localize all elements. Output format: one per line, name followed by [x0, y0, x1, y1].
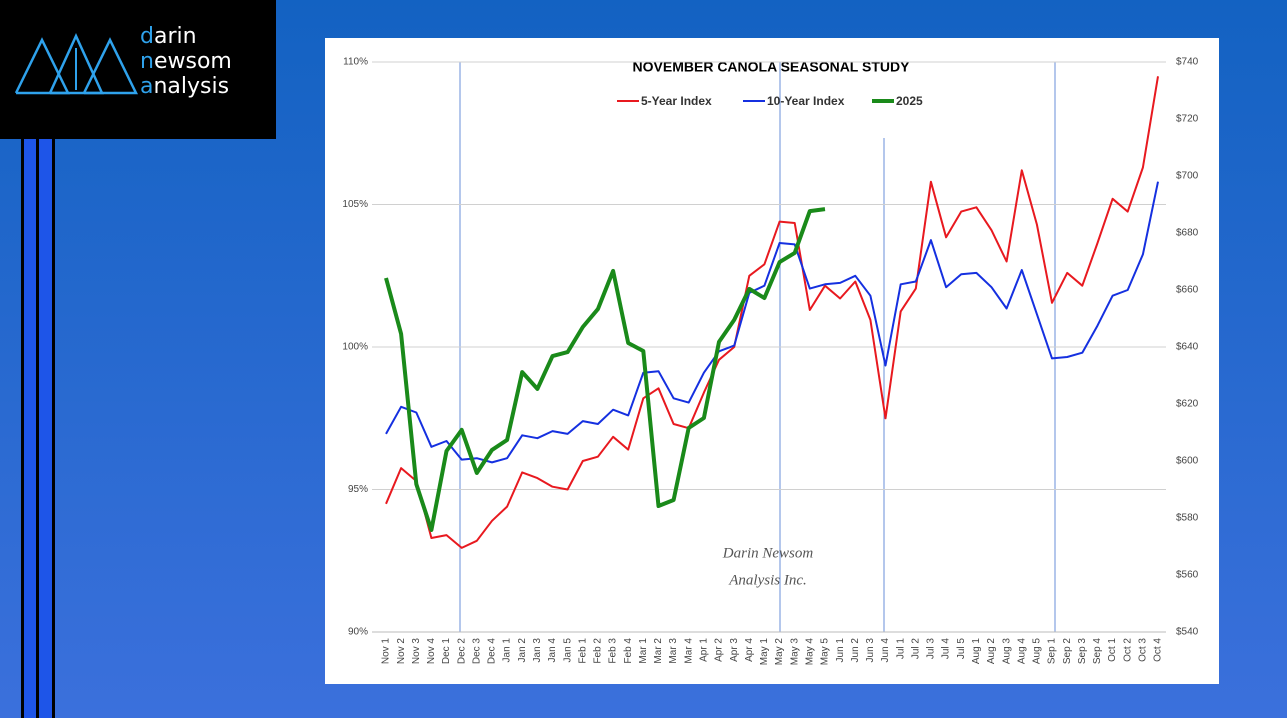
x-tick-label: Aug 2	[986, 638, 997, 665]
x-tick-label: Mar 4	[683, 638, 694, 664]
strip	[39, 139, 52, 718]
series-line	[384, 207, 826, 532]
x-tick-label: Jan 4	[547, 638, 558, 663]
x-tick-label: Jan 2	[517, 638, 528, 663]
x-tick-label: Jun 1	[835, 638, 846, 663]
y2-tick-label: $740	[1176, 57, 1199, 68]
x-tick-label: Jan 3	[532, 638, 543, 663]
x-tick-label: May 3	[789, 638, 800, 666]
x-tick-label: Aug 5	[1032, 638, 1043, 665]
x-tick-label: Jan 5	[562, 638, 573, 663]
chart-panel	[325, 38, 1219, 684]
x-tick-label: Mar 2	[653, 638, 664, 664]
chart-title: NOVEMBER CANOLA SEASONAL STUDY	[633, 59, 911, 75]
x-tick-label: Dec 2	[456, 638, 467, 665]
logo: darin newsom analysis	[0, 0, 276, 139]
strip	[24, 139, 36, 718]
x-tick-label: Sep 3	[1077, 638, 1088, 665]
x-tick-label: Jun 3	[865, 638, 876, 663]
y2-tick-label: $600	[1176, 456, 1199, 467]
x-tick-label: Sep 4	[1092, 638, 1103, 665]
legend-label: 2025	[896, 94, 923, 108]
x-tick-label: May 1	[759, 638, 770, 666]
x-tick-label: Apr 1	[699, 638, 710, 662]
x-tick-label: May 5	[820, 638, 831, 666]
y2-tick-label: $640	[1176, 342, 1199, 353]
strip	[52, 139, 55, 718]
logo-word: analysis	[140, 74, 230, 99]
y2-tick-label: $620	[1176, 399, 1199, 410]
watermark: Darin Newsom	[722, 545, 814, 561]
y-tick-label: 90%	[348, 627, 368, 638]
legend-label: 10-Year Index	[767, 94, 845, 108]
x-tick-label: Oct 2	[1122, 638, 1133, 662]
x-tick-label: Jul 3	[926, 638, 937, 660]
y-tick-label: 110%	[343, 57, 368, 68]
y-tick-label: 95%	[348, 484, 368, 495]
y2-tick-label: $680	[1176, 228, 1199, 239]
series-line	[385, 181, 1159, 464]
x-tick-label: May 4	[804, 638, 815, 666]
strip	[36, 139, 39, 718]
x-tick-label: Nov 1	[381, 638, 392, 665]
y2-tick-label: $720	[1176, 114, 1199, 125]
y2-tick-label: $560	[1176, 570, 1199, 581]
strip	[21, 139, 24, 718]
x-tick-label: Oct 3	[1138, 638, 1149, 662]
x-tick-label: Dec 3	[471, 638, 482, 665]
x-tick-label: Dec 1	[441, 638, 452, 665]
x-tick-label: Sep 2	[1062, 638, 1073, 665]
y2-tick-label: $540	[1176, 627, 1199, 638]
x-tick-label: Apr 3	[729, 638, 740, 662]
y2-tick-label: $660	[1176, 285, 1199, 296]
y-tick-label: 105%	[342, 199, 368, 210]
x-tick-label: Jul 1	[895, 638, 906, 660]
x-tick-label: Feb 2	[593, 638, 604, 664]
x-tick-label: Sep 1	[1047, 638, 1058, 665]
x-tick-label: Feb 3	[608, 638, 619, 664]
x-tick-label: Aug 1	[971, 638, 982, 665]
x-tick-label: Nov 4	[426, 638, 437, 665]
x-tick-label: Aug 3	[1001, 638, 1012, 665]
x-tick-label: Mar 1	[638, 638, 649, 664]
x-tick-label: Mar 3	[668, 638, 679, 664]
y-tick-label: 100%	[342, 342, 368, 353]
logo-text: darin newsom analysis	[140, 24, 232, 99]
x-tick-label: Apr 2	[714, 638, 725, 662]
legend-label: 5-Year Index	[641, 94, 712, 108]
x-tick-label: Dec 4	[487, 638, 498, 665]
x-tick-label: Nov 2	[396, 638, 407, 665]
x-tick-label: Feb 1	[577, 638, 588, 664]
x-tick-label: Apr 4	[744, 638, 755, 662]
x-tick-label: Jul 4	[941, 638, 952, 660]
x-tick-label: Jul 2	[910, 638, 921, 660]
x-tick-label: Jan 1	[502, 638, 513, 663]
x-tick-label: May 2	[774, 638, 785, 666]
y2-tick-label: $700	[1176, 171, 1199, 182]
logo-word: newsom	[140, 49, 232, 74]
x-tick-label: Jun 2	[850, 638, 861, 663]
x-tick-label: Feb 4	[623, 638, 634, 664]
x-tick-label: Jul 5	[956, 638, 967, 660]
series-line	[385, 76, 1159, 549]
x-tick-label: Oct 4	[1153, 638, 1164, 662]
x-tick-label: Aug 4	[1016, 638, 1027, 665]
x-tick-label: Jun 4	[880, 638, 891, 663]
logo-word: darin	[140, 24, 197, 49]
watermark: Analysis Inc.	[728, 572, 806, 588]
logo-icon	[14, 32, 139, 95]
x-tick-label: Nov 3	[411, 638, 422, 665]
x-tick-label: Oct 1	[1107, 638, 1118, 662]
y2-tick-label: $580	[1176, 513, 1199, 524]
